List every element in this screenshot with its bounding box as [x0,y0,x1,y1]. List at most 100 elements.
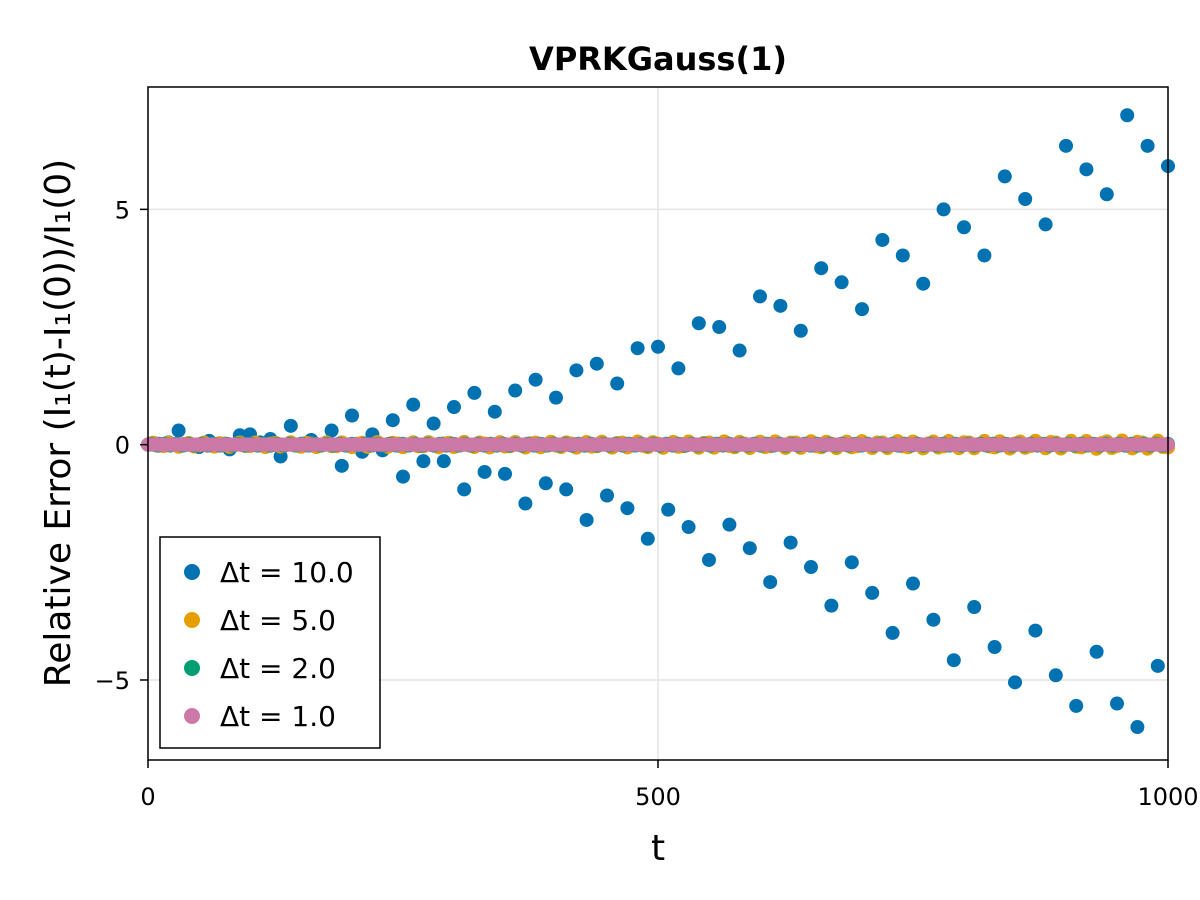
data-point [712,320,727,335]
data-point [1150,658,1165,673]
data-point [967,600,982,615]
data-point [773,298,788,313]
legend-label: Δt = 5.0 [220,604,336,637]
legend-label: Δt = 10.0 [220,556,354,589]
y-axis-ticks: −5 0 5 [95,196,148,695]
data-point [487,404,502,419]
data-point [426,416,441,431]
data-point [1099,187,1114,202]
data-point [946,653,961,668]
data-point [406,397,421,412]
data-point [569,363,584,378]
x-tick-label: 1000 [1137,783,1198,811]
data-point [722,517,737,532]
data-points [141,108,1175,735]
data-point [457,482,472,497]
series-0 [141,108,1175,735]
legend-label: Δt = 1.0 [220,700,336,733]
data-point [630,341,645,356]
x-tick-label: 500 [635,783,681,811]
data-point [334,458,349,473]
y-tick-label: 5 [115,196,130,224]
data-point [589,356,604,371]
data-point [671,361,686,376]
data-point [1130,720,1145,735]
data-point [865,585,880,600]
data-point [171,423,186,438]
data-point [518,496,533,511]
data-point [1069,698,1084,713]
data-point [732,343,747,358]
data-point [742,541,757,556]
data-point [1140,138,1155,153]
data-point [528,372,543,387]
data-point [987,640,1002,655]
data-point [600,488,614,503]
data-point [997,169,1012,184]
data-point [324,423,339,438]
series-3 [141,437,1175,452]
data-point [936,202,951,217]
data-point [1079,162,1094,177]
legend-marker [184,564,200,580]
data-point [661,502,676,517]
y-tick-label: 0 [115,432,130,460]
data-point [1048,668,1063,683]
data-point [753,289,767,304]
data-point [783,535,798,550]
data-point [691,316,706,331]
data-point [610,376,625,391]
data-point [681,520,696,535]
y-tick-label: −5 [95,667,130,695]
data-point [895,248,910,263]
data-point [926,612,941,627]
x-axis-ticks: 0 500 1000 [140,760,1199,811]
data-point [1110,696,1124,711]
data-point [834,275,849,290]
data-point [1038,217,1053,232]
data-point [467,385,482,400]
data-point [804,560,818,575]
data-point [283,418,298,433]
data-point [396,469,410,484]
y-axis-label: Relative Error (I₁(t)-I₁(0))/I₁(0) [38,159,79,687]
data-point [763,575,778,590]
data-point [651,339,665,354]
data-point [1008,675,1022,690]
data-point [844,555,859,570]
data-point [916,276,931,291]
data-point [1059,138,1073,153]
legend-label: Δt = 2.0 [220,652,336,685]
data-point [1018,192,1033,207]
data-point [447,400,461,415]
data-point [477,464,492,479]
x-tick-label: 0 [140,783,155,811]
data-point [906,576,920,591]
data-point [436,454,451,469]
data-point [977,248,992,263]
data-point [793,323,808,338]
x-axis-label: t [651,828,665,869]
data-point [416,454,431,469]
data-point [957,220,971,235]
data-point [508,383,523,398]
chart-title: VPRKGauss(1) [529,40,787,78]
data-point [620,501,635,516]
data-point [885,625,900,640]
data-point [814,261,829,276]
data-point [1028,623,1043,638]
data-point [1089,644,1104,659]
data-point [345,408,359,423]
data-point [855,302,869,317]
data-point [702,552,716,567]
data-point [538,476,553,491]
data-point [385,413,400,428]
data-point [549,390,563,405]
legend: Δt = 10.0 Δt = 5.0 Δt = 2.0 Δt = 1.0 [159,536,381,749]
data-point [640,531,655,546]
data-point [273,449,288,464]
data-point [579,512,594,527]
data-point [824,598,839,613]
data-point [875,232,890,247]
